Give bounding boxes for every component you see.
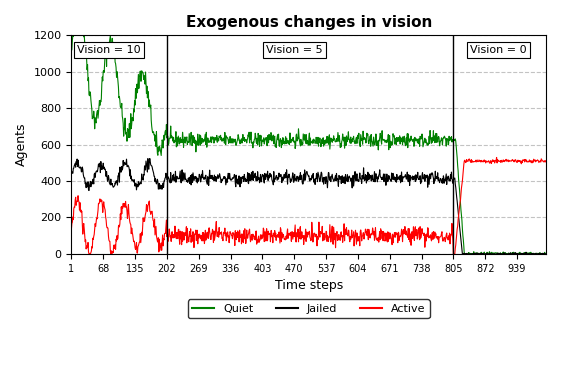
Quiet [542,251,549,256]
Jailed [260,178,267,183]
Quiet [68,48,75,53]
Active [493,155,500,160]
Quiet [394,139,401,144]
Text: Vision = 5: Vision = 5 [266,45,323,55]
Jailed [459,251,466,256]
Y-axis label: Agents: Agents [15,123,28,167]
Jailed [394,175,401,180]
Active [68,227,75,231]
Quiet [439,137,445,142]
Quiet [278,138,284,143]
Legend: Quiet, Jailed, Active: Quiet, Jailed, Active [188,300,430,318]
Quiet [260,135,267,140]
Active [278,227,284,232]
Active [542,159,549,163]
Text: Vision = 10: Vision = 10 [77,45,141,55]
Active [86,251,93,256]
Jailed [146,156,153,161]
Active [117,212,124,216]
Title: Exogenous changes in vision: Exogenous changes in vision [186,15,432,30]
Jailed [542,251,549,256]
Quiet [117,104,124,109]
Jailed [117,165,123,170]
Jailed [447,172,454,177]
Quiet [461,251,468,256]
Active [447,235,454,240]
Active [394,240,401,245]
Line: Active: Active [71,158,546,254]
Jailed [278,172,284,177]
X-axis label: Time steps: Time steps [274,279,343,292]
Jailed [439,181,445,185]
Quiet [447,138,454,142]
Line: Jailed: Jailed [71,158,546,254]
Active [439,230,445,234]
Jailed [68,169,75,174]
Active [260,227,267,232]
Text: Vision = 0: Vision = 0 [470,45,527,55]
Quiet [70,33,76,38]
Line: Quiet: Quiet [71,35,546,254]
